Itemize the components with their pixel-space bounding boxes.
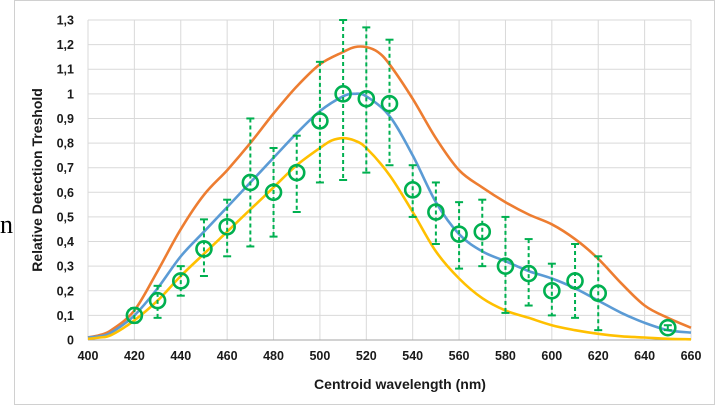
y-tick-label-3: 0,3	[57, 260, 74, 274]
blue-curve	[87, 92, 692, 339]
orange-curve	[87, 45, 692, 339]
x-tick-label-580: 580	[495, 349, 516, 363]
x-tick-label-660: 660	[681, 349, 702, 363]
data-point-580	[496, 257, 515, 275]
x-tick-label-400: 400	[78, 349, 99, 363]
y-tick-label-6: 0,6	[57, 186, 74, 200]
model-curves	[87, 45, 692, 341]
y-tick-label-10: 1	[67, 87, 74, 101]
x-tick-label-640: 640	[634, 349, 655, 363]
data-point-440	[171, 272, 190, 290]
data-point-600	[543, 281, 561, 300]
yellow-curve	[87, 136, 692, 341]
y-tick-label-7: 0,7	[57, 161, 74, 175]
x-tick-label-560: 560	[449, 349, 470, 363]
y-tick-label-0: 0	[67, 334, 74, 348]
y-tick-label-8: 0,8	[57, 137, 74, 151]
y-tick-label-13: 1,3	[57, 14, 74, 28]
data-point-530	[380, 94, 399, 113]
y-tick-label-9: 0,9	[57, 112, 74, 126]
y-tick-label-5: 0,5	[57, 210, 74, 224]
data-point-450	[195, 240, 213, 258]
x-tick-label-460: 460	[217, 349, 238, 363]
data-point-470	[241, 173, 260, 192]
data-point-610	[566, 272, 584, 290]
x-tick-label-520: 520	[356, 349, 377, 363]
x-tick-labels: 400 420 440 460 480 500 520 540 560 580 600 620 640 6…	[78, 349, 702, 363]
data-point-620	[589, 284, 608, 303]
x-tick-label-480: 480	[263, 349, 284, 363]
data-point-500	[311, 112, 329, 130]
data-point-510	[334, 85, 352, 103]
data-point-490	[287, 163, 306, 182]
y-tick-labels: 0 0,1 0,2 0,3 0,4 0,5 0,6 0,7 0,8 0,9 1 1,1 1,2 1,3	[57, 14, 74, 348]
x-tick-label-540: 540	[402, 349, 423, 363]
data-markers	[125, 85, 677, 337]
chart-border	[14, 0, 715, 405]
data-point-430	[148, 291, 167, 310]
y-tick-label-2: 0,2	[57, 284, 74, 298]
x-tick-label-600: 600	[541, 349, 562, 363]
error-bars	[130, 19, 672, 332]
data-point-460	[218, 217, 236, 236]
data-point-420	[125, 306, 144, 325]
x-axis-title: Centroid wavelength (nm)	[314, 376, 486, 392]
x-tick-label-500: 500	[309, 349, 330, 363]
data-point-650	[659, 318, 677, 337]
data-point-520	[357, 89, 376, 108]
data-point-550	[427, 203, 445, 221]
data-point-590	[519, 264, 538, 283]
y-tick-label-12: 1,2	[57, 38, 74, 52]
x-tick-label-620: 620	[588, 349, 609, 363]
stray-glyph: n	[0, 210, 13, 239]
data-point-570	[473, 222, 492, 241]
x-tick-label-420: 420	[124, 349, 145, 363]
y-tick-label-11: 1,1	[57, 63, 74, 77]
y-tick-label-1: 0,1	[57, 309, 74, 323]
data-point-540	[403, 181, 422, 199]
data-point-560	[450, 225, 468, 243]
y-tick-label-4: 0,4	[57, 235, 74, 249]
data-point-480	[264, 183, 283, 202]
x-tick-label-440: 440	[170, 349, 191, 363]
y-axis-title: Relative Detection Treshold	[29, 88, 45, 272]
